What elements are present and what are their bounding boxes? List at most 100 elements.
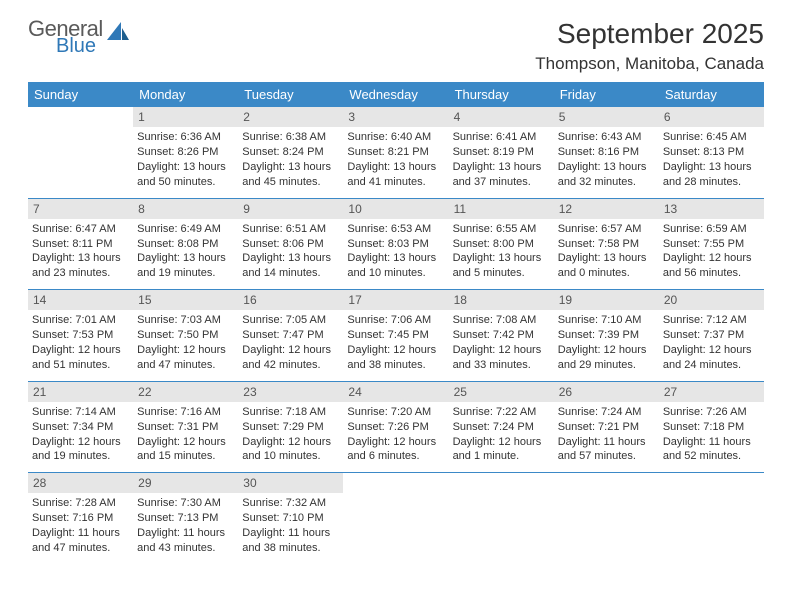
day-number: 29	[133, 473, 238, 493]
day-number: 30	[238, 473, 343, 493]
day-number: 28	[28, 473, 133, 493]
day-number: 3	[343, 107, 448, 127]
sunset-text: Sunset: 7:13 PM	[137, 511, 234, 526]
sunrise-text: Sunrise: 7:01 AM	[32, 313, 129, 328]
daylight-text: Daylight: 11 hours and 52 minutes.	[663, 435, 760, 465]
calendar-table: Sunday Monday Tuesday Wednesday Thursday…	[28, 82, 764, 564]
sunrise-text: Sunrise: 7:20 AM	[347, 405, 444, 420]
day-number: 6	[659, 107, 764, 127]
day-cell: 7Sunrise: 6:47 AMSunset: 8:11 PMDaylight…	[28, 198, 133, 290]
day-number: 4	[449, 107, 554, 127]
daylight-text: Daylight: 12 hours and 33 minutes.	[453, 343, 550, 373]
weekday-header: Tuesday	[238, 82, 343, 107]
daylight-text: Daylight: 13 hours and 14 minutes.	[242, 251, 339, 281]
sunset-text: Sunset: 8:13 PM	[663, 145, 760, 160]
sunrise-text: Sunrise: 6:45 AM	[663, 130, 760, 145]
day-number: 8	[133, 199, 238, 219]
logo: General Blue	[28, 18, 131, 56]
title-block: September 2025 Thompson, Manitoba, Canad…	[535, 18, 764, 74]
day-cell: 30 Sunrise: 7:32 AMSunset: 7:10 PMDayligh…	[238, 473, 343, 564]
sunset-text: Sunset: 8:24 PM	[242, 145, 339, 160]
day-number: 11	[449, 199, 554, 219]
daylight-text: Daylight: 12 hours and 15 minutes.	[137, 435, 234, 465]
sunrise-text: Sunrise: 7:26 AM	[663, 405, 760, 420]
location: Thompson, Manitoba, Canada	[535, 54, 764, 74]
day-cell: 15Sunrise: 7:03 AMSunset: 7:50 PMDayligh…	[133, 290, 238, 382]
day-cell	[449, 473, 554, 564]
sunrise-text: Sunrise: 7:28 AM	[32, 496, 129, 511]
sunrise-text: Sunrise: 7:18 AM	[242, 405, 339, 420]
day-cell: 13Sunrise: 6:59 AMSunset: 7:55 PMDayligh…	[659, 198, 764, 290]
day-number: 23	[238, 382, 343, 402]
sunrise-text: Sunrise: 7:12 AM	[663, 313, 760, 328]
daylight-text: Daylight: 11 hours and 38 minutes.	[242, 526, 339, 556]
week-row: 1Sunrise: 6:36 AMSunset: 8:26 PMDaylight…	[28, 107, 764, 198]
sunset-text: Sunset: 7:37 PM	[663, 328, 760, 343]
daylight-text: Daylight: 12 hours and 10 minutes.	[242, 435, 339, 465]
daylight-text: Daylight: 11 hours and 47 minutes.	[32, 526, 129, 556]
day-number: 1	[133, 107, 238, 127]
logo-text: General Blue	[28, 18, 103, 56]
sunrise-text: Sunrise: 7:05 AM	[242, 313, 339, 328]
day-cell: 25Sunrise: 7:22 AMSunset: 7:24 PMDayligh…	[449, 381, 554, 473]
weekday-header: Saturday	[659, 82, 764, 107]
sunrise-text: Sunrise: 7:30 AM	[137, 496, 234, 511]
sunset-text: Sunset: 7:29 PM	[242, 420, 339, 435]
sunrise-text: Sunrise: 7:14 AM	[32, 405, 129, 420]
sunset-text: Sunset: 8:00 PM	[453, 237, 550, 252]
day-cell: 18 Sunrise: 7:08 AMSunset: 7:42 PMDayligh…	[449, 290, 554, 382]
sunrise-text: Sunrise: 7:08 AM	[453, 313, 550, 328]
week-row: 7Sunrise: 6:47 AMSunset: 8:11 PMDaylight…	[28, 198, 764, 290]
day-number: 20	[659, 290, 764, 310]
day-number: 7	[28, 199, 133, 219]
sunset-text: Sunset: 7:42 PM	[453, 328, 550, 343]
sunrise-text: Sunrise: 6:38 AM	[242, 130, 339, 145]
day-number: 12	[554, 199, 659, 219]
sunset-text: Sunset: 7:34 PM	[32, 420, 129, 435]
day-number: 9	[238, 199, 343, 219]
day-cell: 24Sunrise: 7:20 AMSunset: 7:26 PMDayligh…	[343, 381, 448, 473]
sunset-text: Sunset: 7:39 PM	[558, 328, 655, 343]
sunset-text: Sunset: 8:08 PM	[137, 237, 234, 252]
daylight-text: Daylight: 13 hours and 5 minutes.	[453, 251, 550, 281]
day-cell: 11Sunrise: 6:55 AMSunset: 8:00 PMDayligh…	[449, 198, 554, 290]
day-number: 25	[449, 382, 554, 402]
sunrise-text: Sunrise: 6:49 AM	[137, 222, 234, 237]
day-cell: 17Sunrise: 7:06 AMSunset: 7:45 PMDayligh…	[343, 290, 448, 382]
sunrise-text: Sunrise: 7:06 AM	[347, 313, 444, 328]
day-cell: 1Sunrise: 6:36 AMSunset: 8:26 PMDaylight…	[133, 107, 238, 198]
day-cell: 4Sunrise: 6:41 AMSunset: 8:19 PMDaylight…	[449, 107, 554, 198]
header: General Blue September 2025 Thompson, Ma…	[28, 18, 764, 74]
day-cell	[343, 473, 448, 564]
sunset-text: Sunset: 7:31 PM	[137, 420, 234, 435]
sunrise-text: Sunrise: 7:32 AM	[242, 496, 339, 511]
weekday-header: Friday	[554, 82, 659, 107]
daylight-text: Daylight: 12 hours and 51 minutes.	[32, 343, 129, 373]
day-number: 24	[343, 382, 448, 402]
weekday-header: Sunday	[28, 82, 133, 107]
sunrise-text: Sunrise: 6:41 AM	[453, 130, 550, 145]
day-cell: 26Sunrise: 7:24 AMSunset: 7:21 PMDayligh…	[554, 381, 659, 473]
sunset-text: Sunset: 7:26 PM	[347, 420, 444, 435]
weekday-header: Wednesday	[343, 82, 448, 107]
sunset-text: Sunset: 7:45 PM	[347, 328, 444, 343]
day-cell: 6Sunrise: 6:45 AMSunset: 8:13 PMDaylight…	[659, 107, 764, 198]
day-number: 21	[28, 382, 133, 402]
day-cell: 16Sunrise: 7:05 AMSunset: 7:47 PMDayligh…	[238, 290, 343, 382]
daylight-text: Daylight: 12 hours and 38 minutes.	[347, 343, 444, 373]
sunset-text: Sunset: 8:19 PM	[453, 145, 550, 160]
sunset-text: Sunset: 8:11 PM	[32, 237, 129, 252]
day-cell: 14Sunrise: 7:01 AMSunset: 7:53 PMDayligh…	[28, 290, 133, 382]
day-number: 15	[133, 290, 238, 310]
sunrise-text: Sunrise: 6:51 AM	[242, 222, 339, 237]
sunset-text: Sunset: 7:21 PM	[558, 420, 655, 435]
month-title: September 2025	[535, 18, 764, 50]
sunset-text: Sunset: 7:10 PM	[242, 511, 339, 526]
day-cell: 10Sunrise: 6:53 AMSunset: 8:03 PMDayligh…	[343, 198, 448, 290]
weekday-header-row: Sunday Monday Tuesday Wednesday Thursday…	[28, 82, 764, 107]
day-cell: 28Sunrise: 7:28 AMSunset: 7:16 PMDayligh…	[28, 473, 133, 564]
day-number: 18	[449, 290, 554, 310]
sunrise-text: Sunrise: 6:40 AM	[347, 130, 444, 145]
day-cell: 3Sunrise: 6:40 AMSunset: 8:21 PMDaylight…	[343, 107, 448, 198]
day-number: 16	[238, 290, 343, 310]
